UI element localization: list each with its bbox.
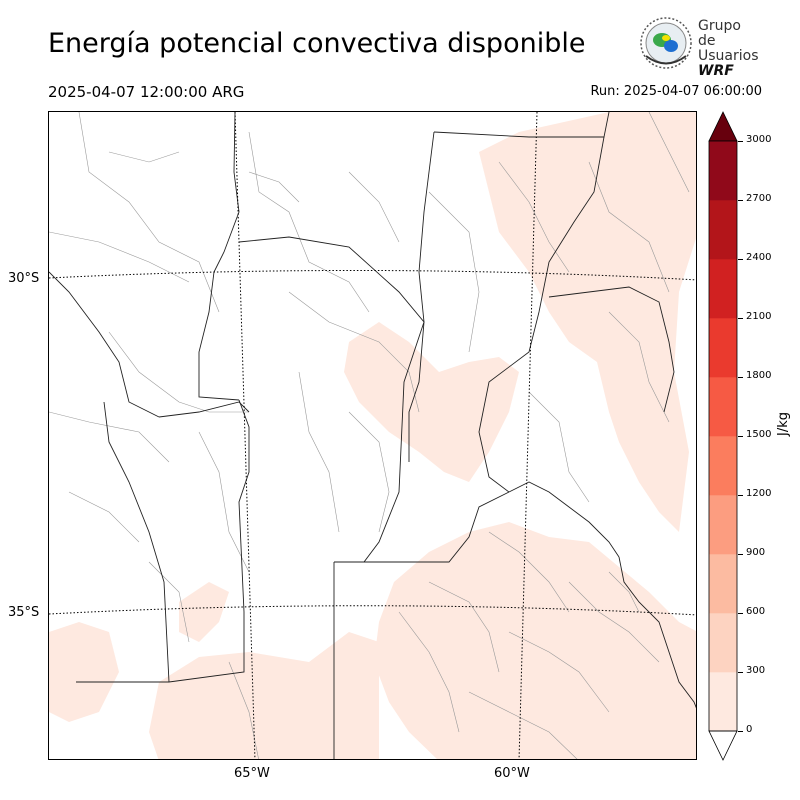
colorbar-extend-max	[708, 111, 738, 142]
valid-time: 2025-04-07 12:00:00 ARG	[48, 83, 245, 101]
longitude-label-65w: 65°W	[234, 766, 270, 781]
colorbar-tick-label: 300	[746, 665, 766, 676]
colorbar-tick-mark	[738, 554, 743, 555]
colorbar-tick-label: 600	[746, 606, 766, 617]
department-boundaries	[49, 112, 690, 759]
colorbar-tick-label: 2700	[746, 193, 772, 204]
colorbar-tick-mark	[738, 141, 743, 142]
colorbar-tick-mark	[738, 436, 743, 437]
logo-line-3: WRF	[698, 63, 734, 79]
colorbar-level-1800	[709, 318, 737, 378]
colorbar-level-600	[709, 554, 737, 614]
colorbar-tick-mark	[738, 200, 743, 201]
colorbar-tick-label: 3000	[746, 134, 772, 145]
colorbar-level-300	[709, 613, 737, 673]
colorbar-tick-label: 0	[746, 724, 753, 735]
colorbar-tick-label: 900	[746, 547, 766, 558]
colorbar-tick-label: 2400	[746, 252, 772, 263]
colorbar-tick-mark	[738, 672, 743, 673]
colorbar-level-900	[709, 495, 737, 555]
colorbar-level-2400	[709, 200, 737, 260]
colorbar-tick-mark	[738, 495, 743, 496]
colorbar-tick-label: 1200	[746, 488, 772, 499]
run-time: Run: 2025-04-07 06:00:00	[590, 84, 762, 99]
colorbar-level-2100	[709, 259, 737, 319]
wrf-logo: Grupo de Usuarios WRF	[638, 16, 759, 79]
colorbar-tick-label: 1800	[746, 370, 772, 381]
colorbar-extend-min	[708, 730, 738, 761]
globe-emblem-icon	[640, 17, 692, 69]
map-svg	[49, 112, 696, 759]
longitude-label-60w: 60°W	[494, 766, 530, 781]
colorbar-tick-label: 2100	[746, 311, 772, 322]
province-boundaries	[49, 112, 696, 759]
colorbar-tick-mark	[738, 259, 743, 260]
map-panel	[48, 111, 697, 760]
colorbar-tick-label: 1500	[746, 429, 772, 440]
colorbar-tick-mark	[738, 318, 743, 319]
latitude-label-35s: 35°S	[8, 605, 40, 620]
graticule	[49, 112, 696, 759]
latitude-label-30s: 30°S	[8, 271, 40, 286]
cape-field	[49, 112, 696, 759]
logo-line-2: Usuarios	[698, 48, 759, 64]
colorbar-outline	[708, 140, 738, 732]
colorbar	[708, 111, 738, 761]
colorbar-tick-mark	[738, 613, 743, 614]
colorbar-level-2700	[709, 141, 737, 201]
colorbar-tick-mark	[738, 731, 743, 732]
colorbar-level-1200	[709, 436, 737, 496]
chart-title: Energía potencial convectiva disponible	[48, 28, 586, 59]
colorbar-units: J/kg	[776, 412, 791, 436]
colorbar-tick-mark	[738, 377, 743, 378]
colorbar-level-1500	[709, 377, 737, 437]
colorbar-level-0	[709, 672, 737, 732]
logo-line-1: Grupo de	[698, 18, 741, 49]
colorbar-svg	[708, 111, 738, 761]
